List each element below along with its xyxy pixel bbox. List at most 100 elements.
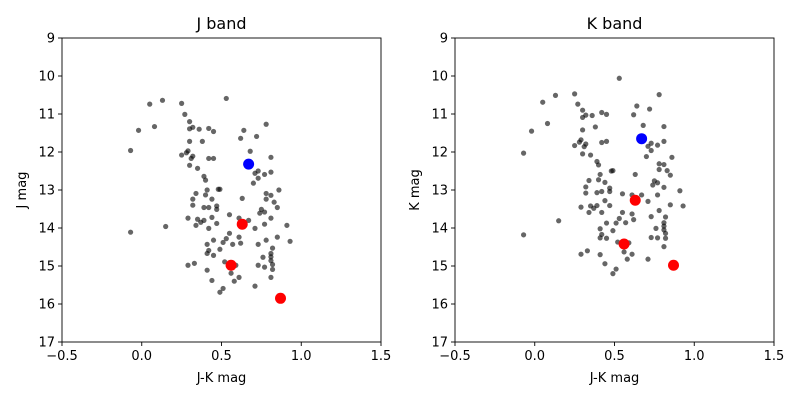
field-star-point (261, 264, 268, 270)
red-star-point (236, 218, 248, 230)
y-tick-label: 13 (431, 184, 448, 199)
x-tick-label: 1.0 (684, 349, 705, 364)
field-star-point (255, 241, 261, 247)
y-tick-label: 12 (38, 146, 55, 161)
field-star-point (572, 91, 578, 97)
field-star-point (677, 188, 683, 194)
field-star-point (204, 241, 210, 247)
x-tick-label: 0.5 (211, 349, 232, 364)
field-star-point (648, 234, 654, 241)
field-star-point (648, 140, 654, 146)
field-star-point (260, 254, 266, 260)
field-star-point (624, 256, 630, 262)
field-star-point (210, 237, 217, 243)
field-star-point (653, 225, 659, 231)
field-star-point (159, 97, 166, 103)
field-star-point (631, 112, 637, 118)
x-tick-label: 0.5 (604, 349, 625, 364)
field-star-point (198, 219, 204, 225)
field-star-point (201, 204, 207, 211)
field-star-point (250, 180, 256, 186)
field-star-point (179, 100, 185, 106)
field-star-point (185, 215, 191, 221)
field-star-point (591, 205, 597, 211)
field-star-point (217, 246, 223, 252)
field-star-point (127, 147, 134, 154)
field-star-point (246, 217, 252, 223)
field-star-point (127, 229, 134, 235)
field-star-point (602, 261, 608, 267)
field-star-point (193, 222, 199, 228)
field-star-point (220, 239, 226, 246)
field-star-point (268, 154, 274, 160)
field-star-point (271, 199, 277, 205)
field-star-point (578, 251, 584, 257)
field-star-point (210, 128, 217, 135)
field-star-point (616, 215, 622, 222)
blue-star-point (636, 133, 648, 145)
x-tick-label: 0.0 (524, 349, 545, 364)
field-star-point (599, 209, 605, 216)
field-star-point (603, 111, 610, 117)
field-star-point (599, 109, 605, 116)
field-star-point (632, 171, 638, 178)
field-star-point (602, 179, 608, 185)
field-star-point (664, 168, 670, 174)
field-star-point (274, 234, 280, 240)
field-star-point (199, 138, 205, 144)
j-band-axes: −0.5 0.0 0.5 1.0 1.5 9 10 11 12 13 14 15 16 17 J band J… (15, 14, 391, 386)
y-tick-label: 15 (431, 260, 448, 275)
field-star-point (268, 192, 274, 198)
field-star-point (619, 191, 626, 197)
y-tick-label: 17 (431, 336, 448, 351)
field-star-point (210, 155, 217, 162)
field-star-point (263, 121, 269, 127)
field-star-point (261, 209, 268, 215)
axes-frame (454, 37, 775, 343)
field-star-point (223, 95, 229, 102)
field-star-point (193, 190, 199, 197)
field-star-point (238, 240, 244, 246)
field-star-point (191, 260, 197, 266)
field-star-point (583, 141, 589, 147)
chart-title: J band (195, 14, 246, 33)
blue-star-point (243, 158, 255, 170)
field-star-point (190, 202, 196, 208)
field-star-point (597, 252, 603, 258)
y-tick-label: 14 (431, 222, 448, 237)
y-tick-label: 10 (431, 70, 448, 85)
field-star-point (190, 196, 196, 202)
field-star-point (163, 223, 169, 230)
field-star-point (190, 153, 196, 159)
field-star-point (654, 192, 661, 198)
field-star-point (586, 177, 592, 184)
x-tick-label: −0.5 (439, 349, 471, 364)
field-star-point (583, 190, 589, 196)
field-star-point (645, 256, 651, 262)
field-star-point (520, 232, 527, 238)
field-star-point (584, 248, 590, 254)
field-star-point (603, 220, 610, 226)
field-star-point (639, 192, 645, 198)
field-star-point (613, 220, 619, 226)
field-star-point (210, 252, 217, 258)
field-star-point (650, 182, 656, 188)
x-tick-label: 1.5 (764, 349, 785, 364)
field-star-point (595, 162, 602, 168)
field-star-point (135, 127, 142, 133)
field-star-point (261, 221, 268, 227)
field-star-point (209, 196, 215, 202)
field-star-point (552, 92, 559, 98)
field-star-point (648, 214, 654, 220)
field-star-point (597, 226, 603, 232)
field-star-point (603, 138, 610, 144)
field-star-point (578, 204, 584, 210)
field-star-point (252, 225, 258, 231)
field-star-point (268, 215, 274, 221)
field-star-point (610, 228, 616, 234)
field-star-point (629, 211, 635, 217)
field-star-point (206, 225, 212, 231)
field-star-point (556, 218, 562, 224)
field-star-point (269, 261, 276, 268)
field-star-point (587, 152, 594, 158)
